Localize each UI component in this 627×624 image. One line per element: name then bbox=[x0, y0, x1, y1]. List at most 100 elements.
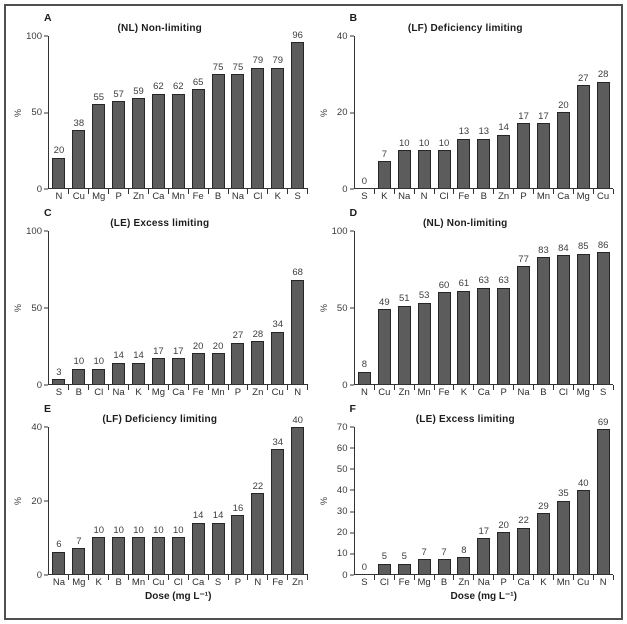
bar bbox=[211, 353, 225, 384]
bar bbox=[191, 522, 205, 574]
bar-slot: 40 bbox=[288, 415, 308, 580]
bar bbox=[497, 532, 511, 574]
bar-slot: 10 bbox=[69, 231, 90, 390]
bar bbox=[251, 341, 265, 384]
panel-header: E (LF) Deficiency limiting bbox=[12, 401, 308, 427]
bar-value-label: 10 bbox=[173, 524, 184, 536]
chart-title: (LF) Deficiency limiting bbox=[407, 23, 523, 34]
y-axis-title: % bbox=[12, 427, 25, 575]
bar bbox=[291, 427, 305, 574]
bar bbox=[417, 302, 431, 384]
bar-value-label: 20 bbox=[192, 340, 204, 352]
y-axis-title-text: % bbox=[318, 496, 329, 506]
x-category-label: Zn bbox=[458, 577, 470, 589]
chart-body: % 0 20 40 6 7 10 10 10 10 10 14 14 16 22 34 40 bbox=[12, 415, 308, 580]
bar bbox=[112, 362, 126, 384]
bar-slot: 0 bbox=[355, 36, 375, 194]
x-category-label: P bbox=[500, 577, 507, 589]
y-tick-mark bbox=[349, 489, 354, 491]
bar-slot: 22 bbox=[248, 427, 269, 580]
x-category-label: Zn bbox=[252, 387, 264, 399]
y-tick-label: 30 bbox=[336, 505, 348, 517]
x-axis-labels: S Cl Fe Mg B Zn Na P Ca K Mn Cu N bbox=[355, 575, 614, 591]
x-category-label: K bbox=[95, 577, 102, 589]
y-axis-title-text: % bbox=[13, 303, 24, 313]
panel-letter: B bbox=[349, 12, 358, 24]
bar bbox=[291, 42, 305, 188]
bar-value-label: 14 bbox=[498, 122, 509, 134]
bar bbox=[397, 563, 411, 574]
bar-slot: 84 bbox=[553, 231, 574, 390]
bar-slot: 7 bbox=[374, 36, 395, 194]
x-category-label: Fe bbox=[272, 577, 284, 589]
figure-frame: A (NL) Non-limiting % 0 50 100 20 38 55 57 59 6… bbox=[4, 4, 623, 620]
y-tick-label: 100 bbox=[26, 225, 42, 237]
y-axis-title: % bbox=[12, 36, 25, 189]
bar bbox=[132, 537, 145, 574]
y-tick-label: 20 bbox=[31, 495, 42, 507]
bar-slot: 53 bbox=[414, 231, 435, 390]
x-category-label: S bbox=[361, 577, 368, 589]
bar-value-label: 59 bbox=[133, 85, 144, 97]
chart-panel-b: B (LF) Deficiency limiting % 0 20 40 0 7 10 1… bbox=[318, 10, 614, 205]
x-category-label: Mn bbox=[556, 577, 570, 589]
bar-value-label: 10 bbox=[113, 524, 124, 536]
chart-panel-d: D (NL) Non-limiting % 0 50 100 8 49 51 53 60 61… bbox=[318, 205, 614, 401]
bar-value-label: 69 bbox=[597, 416, 609, 428]
panel-header: B (LF) Deficiency limiting bbox=[318, 10, 614, 36]
x-category-label: Cu bbox=[597, 191, 610, 203]
chart-title: (NL) Non-limiting bbox=[117, 23, 202, 34]
bar bbox=[377, 309, 391, 384]
x-category-label: Mg bbox=[72, 577, 86, 589]
bar-slot: 14 bbox=[188, 427, 209, 580]
y-tick-mark bbox=[349, 532, 354, 534]
bar bbox=[72, 368, 86, 384]
bar-slot: 34 bbox=[268, 231, 289, 390]
bar bbox=[52, 551, 66, 574]
x-category-label: Mn bbox=[417, 387, 431, 399]
bar-value-label: 28 bbox=[252, 328, 264, 340]
bar bbox=[271, 67, 285, 188]
bar bbox=[151, 358, 165, 384]
x-category-label: Ca bbox=[517, 577, 530, 589]
x-category-label: P bbox=[234, 387, 242, 399]
x-category-label: N bbox=[55, 191, 63, 203]
bar-slot: 62 bbox=[168, 36, 189, 194]
y-tick-label: 0 bbox=[36, 183, 42, 195]
y-tick-label: 20 bbox=[336, 106, 348, 118]
bar-value-label: 27 bbox=[577, 72, 589, 84]
bar-value-label: 62 bbox=[153, 81, 164, 93]
bar-value-label: 51 bbox=[398, 293, 410, 305]
bar-value-label: 77 bbox=[518, 253, 529, 265]
y-tick-mark bbox=[349, 112, 354, 113]
chart-panel-c: C (LE) Excess limiting % 0 50 100 3 10 10 14 1… bbox=[12, 205, 308, 401]
bar-slot: 17 bbox=[148, 231, 169, 390]
x-category-label: Cu bbox=[577, 577, 590, 589]
bar-slot: 79 bbox=[268, 36, 289, 194]
chart-title: (LF) Deficiency limiting bbox=[102, 414, 218, 425]
bar-slot: 96 bbox=[288, 31, 308, 194]
bar bbox=[171, 358, 185, 384]
y-tick-mark bbox=[44, 35, 48, 37]
y-tick-mark bbox=[44, 307, 48, 309]
x-category-label: N bbox=[254, 577, 262, 589]
bar-slot: 57 bbox=[109, 36, 129, 194]
y-tick-label: 40 bbox=[31, 421, 42, 433]
bar-slot: 55 bbox=[89, 36, 110, 194]
x-axis-labels: S K Na N Cl Fe B Zn P Mn Ca Mg Cu bbox=[355, 189, 614, 205]
x-category-label: Fe bbox=[458, 191, 470, 203]
x-category-label: Cl bbox=[439, 191, 449, 203]
bar-value-label: 49 bbox=[379, 296, 390, 308]
x-category-label: Fe bbox=[192, 191, 204, 203]
x-category-label: Zn bbox=[398, 387, 410, 399]
bar-value-label: 5 bbox=[401, 551, 407, 562]
bar bbox=[291, 279, 305, 384]
y-tick-mark bbox=[349, 511, 354, 513]
bar-slot: 7 bbox=[69, 427, 90, 580]
bar bbox=[191, 353, 205, 384]
panel-letter: F bbox=[349, 403, 356, 415]
x-category-label: Ca bbox=[152, 191, 165, 203]
bar-slot: 13 bbox=[454, 36, 475, 194]
x-category-label: N bbox=[361, 387, 368, 399]
bar bbox=[52, 379, 66, 384]
